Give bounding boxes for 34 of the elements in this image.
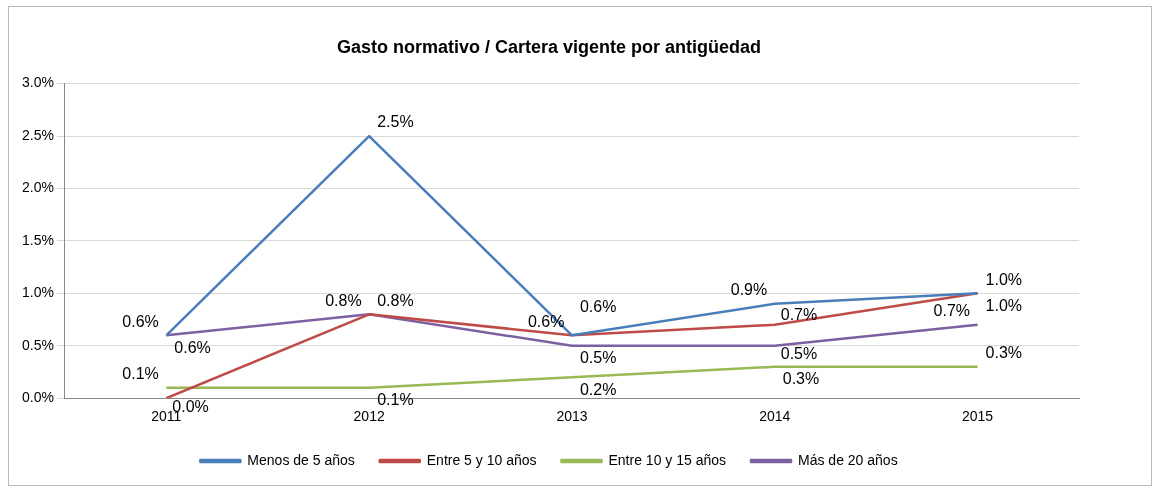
data-label: 0.3% [782, 370, 820, 388]
x-tick-label: 2012 [353, 408, 385, 425]
data-label: 0.5% [780, 345, 818, 363]
data-label: 0.1% [122, 365, 159, 383]
data-label: 2.5% [377, 113, 414, 131]
data-label: 0.6% [122, 312, 159, 330]
y-tick-label: 1.5% [21, 231, 54, 248]
data-label: 0.8% [377, 291, 414, 309]
data-label: 0.6% [174, 338, 211, 356]
data-label: 0.5% [579, 349, 617, 367]
legend-label: Menos de 5 años [247, 451, 355, 468]
x-tick-label: 2014 [759, 408, 791, 425]
data-label: 0.6% [579, 297, 617, 315]
y-tick-label: 2.5% [21, 126, 54, 143]
data-label: 0.8% [325, 291, 362, 309]
data-label: 0.9% [730, 281, 768, 299]
y-tick-label: 0.0% [21, 389, 54, 406]
y-tick-label: 3.0% [21, 74, 54, 91]
legend-label: Más de 20 años [798, 451, 898, 468]
data-label: 0.3% [985, 344, 1023, 362]
data-label: 0.7% [933, 302, 971, 320]
legend-label: Entre 5 y 10 años [426, 451, 537, 468]
x-tick-label: 2013 [556, 408, 588, 425]
data-label: 0.1% [377, 391, 414, 409]
x-tick-label: 2015 [962, 408, 994, 425]
data-label: 0.2% [579, 380, 617, 398]
y-tick-label: 0.5% [21, 336, 54, 353]
chart-title: Gasto normativo / Cartera vigente por antigüedad [336, 36, 762, 57]
y-tick-label: 2.0% [21, 179, 54, 196]
data-label: 1.0% [985, 270, 1023, 288]
legend-label: Entre 10 y 15 años [608, 451, 727, 468]
y-tick-label: 1.0% [21, 284, 54, 301]
data-label: 0.7% [780, 306, 818, 324]
data-label: 1.0% [985, 296, 1023, 314]
